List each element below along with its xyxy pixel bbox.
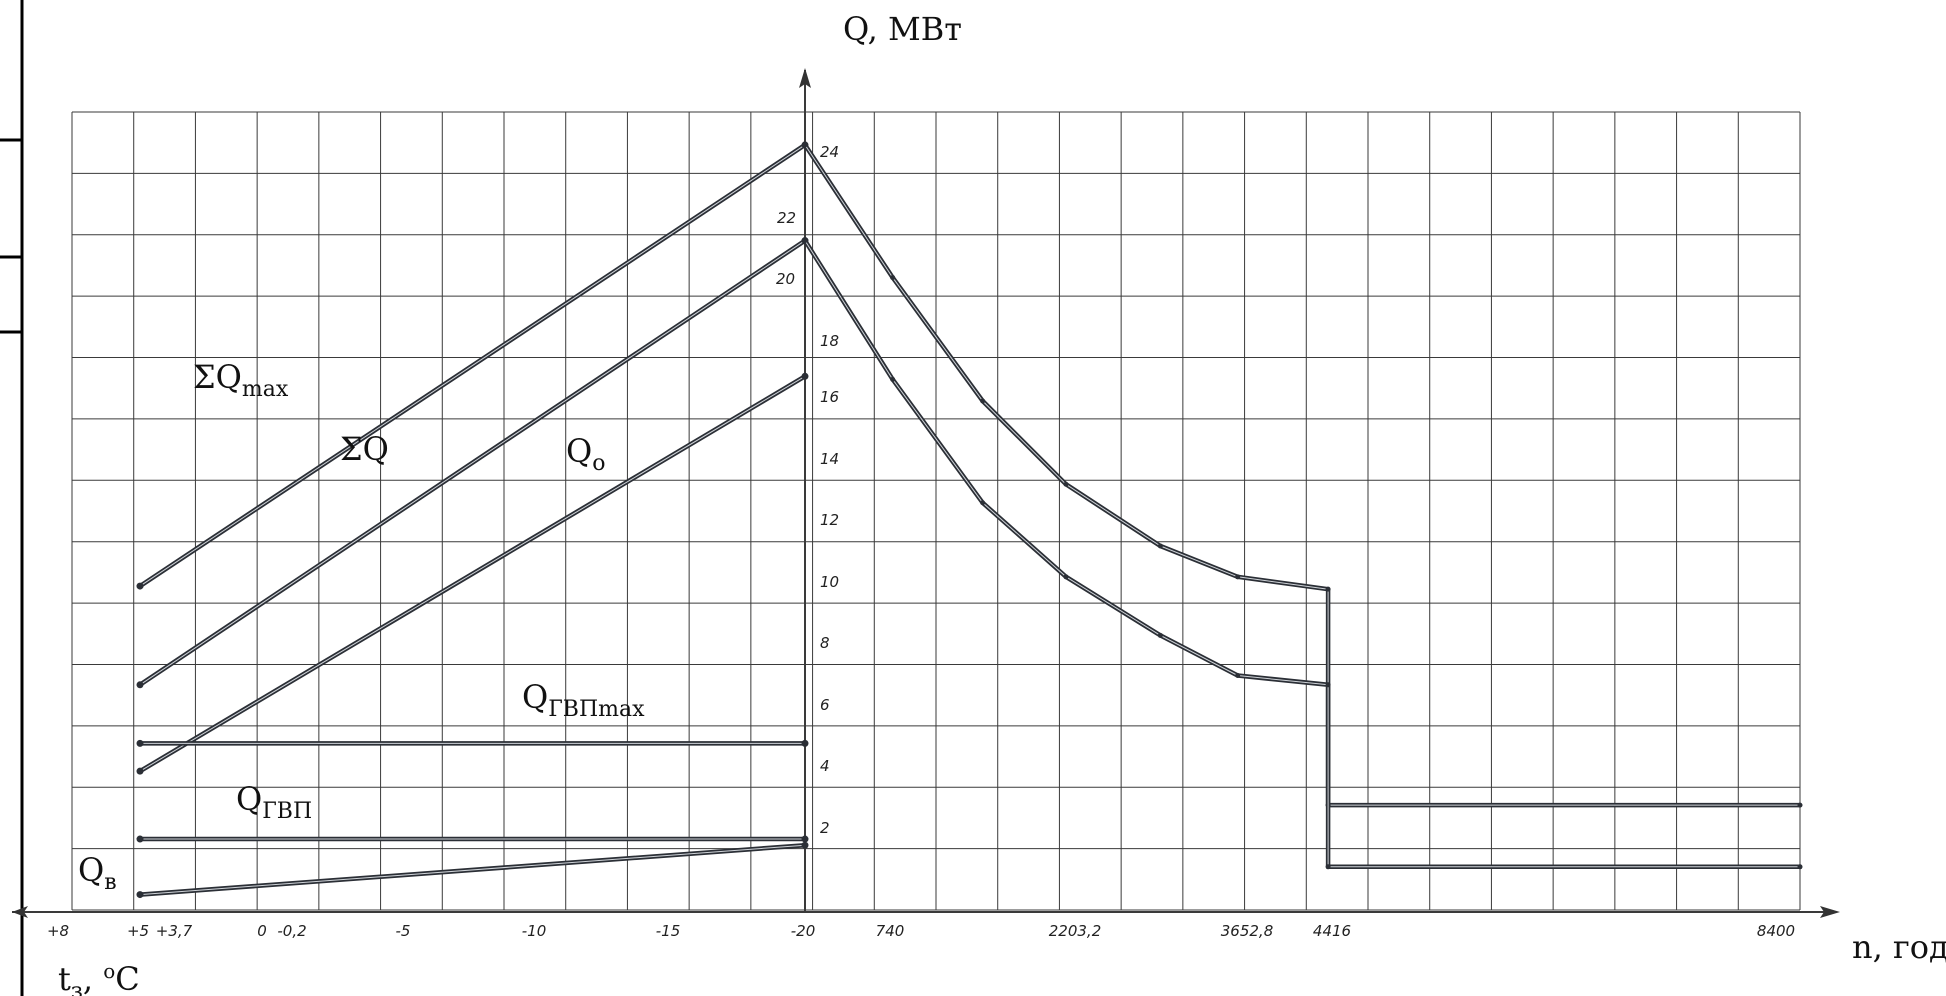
series-label-main: Q <box>236 780 262 818</box>
left-series-4-point-0 <box>136 835 144 843</box>
y-tick-label: 12 <box>820 511 839 529</box>
x-axis-title-sup: o <box>103 959 115 983</box>
right-series-0-point-0 <box>802 142 808 148</box>
y-tick-label: 16 <box>820 388 839 406</box>
series-label-2: Qo <box>566 432 605 476</box>
y-tick-label: 20 <box>776 270 795 288</box>
series-layer <box>136 141 1803 899</box>
series-label-0: ΣQmax <box>193 358 289 402</box>
right-series-0-line <box>802 142 1803 808</box>
chart-grid <box>71 111 1801 911</box>
series-label-main: Q <box>78 851 104 889</box>
right-series-0-line-highlight <box>804 144 1800 806</box>
series-label-main: ΣQ <box>193 358 242 396</box>
left-series-1-line-highlight <box>139 240 806 686</box>
left-series-1-point-0 <box>136 681 144 689</box>
y-tick-label: 2 <box>820 819 830 837</box>
y-tick-label: 6 <box>820 696 830 714</box>
right-series-1-line <box>802 238 1803 870</box>
series-label-5: Qв <box>78 851 117 895</box>
x-axis-title-unit: C <box>115 960 139 996</box>
y-tick-label: 4 <box>820 757 830 775</box>
series-label-sub: o <box>592 451 605 476</box>
right-series-1-point-1 <box>890 376 896 382</box>
right-series-1-point-0 <box>802 238 808 244</box>
y-axis-arrow <box>799 68 811 88</box>
left-series-2-point-1 <box>801 372 809 380</box>
right-series-0-point-1 <box>890 275 896 281</box>
x-tick-label-temperature: 0 <box>257 922 267 940</box>
right-series-1-point-7 <box>1325 864 1331 870</box>
x-axis-title-hours: n, год <box>1852 928 1946 966</box>
x-axis-arrow-right <box>1820 906 1840 918</box>
x-axis-title-sub: з <box>71 979 83 996</box>
left-series-0-point-0 <box>136 582 144 590</box>
right-series-0-point-3 <box>1063 481 1069 487</box>
right-series-1-point-4 <box>1157 632 1163 638</box>
left-series-2-line-highlight <box>139 375 806 772</box>
x-tick-label-hours: 4416 <box>1313 922 1351 940</box>
x-tick-label-temperature: -10 <box>522 922 547 940</box>
y-tick-label: 24 <box>820 143 839 161</box>
y-axis-title: Q, МВт <box>843 10 962 48</box>
x-tick-label-hours: 8400 <box>1757 922 1795 940</box>
x-tick-label-hours: 2203,2 <box>1049 922 1102 940</box>
x-tick-label-temperature: -15 <box>656 922 681 940</box>
series-label-sub: max <box>242 377 289 402</box>
y-tick-label: 14 <box>820 450 839 468</box>
right-series-1-point-3 <box>1063 574 1069 580</box>
x-axis-title-main: t <box>58 960 71 996</box>
left-series-0-line-highlight <box>139 144 806 587</box>
left-series-3-point-0 <box>136 739 144 747</box>
left-series-3-point-1 <box>801 739 809 747</box>
x-tick-label-hours: 740 <box>876 922 905 940</box>
y-tick-label: 10 <box>820 573 839 591</box>
left-series-5-point-0 <box>136 891 144 899</box>
right-series-1-point-2 <box>980 500 986 506</box>
series-label-sub: ГВПmax <box>548 697 645 722</box>
right-series-0-point-8 <box>1797 802 1803 808</box>
right-series-1-line-highlight <box>804 240 1800 868</box>
x-tick-label-temperature: +3,7 <box>156 922 193 940</box>
left-series-5-line-highlight <box>139 844 806 896</box>
series-label-4: QГВП <box>236 780 312 824</box>
x-tick-label-temperature: +8 <box>47 922 69 940</box>
y-tick-label: 18 <box>820 332 839 350</box>
right-series-0-point-4 <box>1157 543 1163 549</box>
series-label-sub: ГВП <box>262 799 312 824</box>
left-series-2-point-0 <box>136 767 144 775</box>
series-label-main: Q <box>522 678 548 716</box>
drawing-frame <box>0 0 24 996</box>
series-label-3: QГВПmax <box>522 678 645 722</box>
x-tick-label-temperature: -0,2 <box>277 922 306 940</box>
right-series-1-point-5 <box>1235 673 1241 679</box>
series-label-sub: в <box>104 870 116 895</box>
series-label-main: Q <box>566 432 592 470</box>
left-series-4-point-1 <box>801 835 809 843</box>
x-tick-label-temperature: +5 <box>127 922 149 940</box>
right-series-1-point-6 <box>1325 682 1331 688</box>
left-series-5-point-1 <box>801 841 809 849</box>
x-axis-title-temperature: tз, oC <box>58 959 140 996</box>
series-label-main: ΣQ <box>340 430 389 468</box>
y-tick-label: 8 <box>820 634 830 652</box>
x-tick-label-temperature: -20 <box>791 922 816 940</box>
right-series-0-point-5 <box>1235 574 1241 580</box>
series-label-1: ΣQ <box>340 430 389 468</box>
x-axis-title-tail: , <box>83 960 103 996</box>
right-series-0-point-6 <box>1325 586 1331 592</box>
x-axis-arrow-left <box>12 906 28 918</box>
y-tick-label: 22 <box>777 209 796 227</box>
chart-axes <box>12 68 1840 918</box>
x-tick-label-temperature: -5 <box>396 922 411 940</box>
right-series-0-point-2 <box>980 398 986 404</box>
right-series-1-point-8 <box>1797 864 1803 870</box>
x-tick-label-hours: 3652,8 <box>1221 922 1274 940</box>
